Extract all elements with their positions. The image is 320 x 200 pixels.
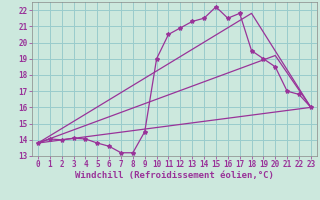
X-axis label: Windchill (Refroidissement éolien,°C): Windchill (Refroidissement éolien,°C) bbox=[75, 171, 274, 180]
